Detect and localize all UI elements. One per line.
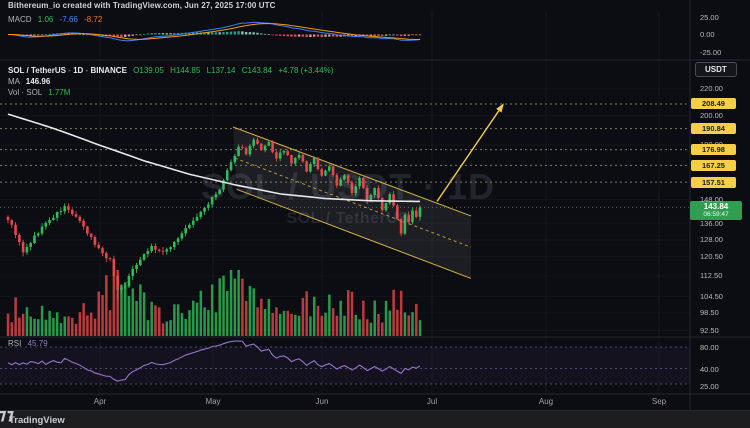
price-scale-label: 128.00 [700,235,723,245]
low-value: L137.14 [206,66,236,75]
macd-scale-label: -25.00 [700,47,722,57]
macd-scale-label: 25.00 [700,12,719,22]
volume-series [6,270,422,336]
separator: - [85,66,89,75]
macd-legend[interactable]: MACD 1.06 -7.66 -8.72 [8,15,102,24]
level-price-label: 176.98 [691,144,736,156]
timeframe: 1D [73,66,84,75]
tradingview-logo-icon [0,411,14,422]
currency-toggle-button[interactable]: USDT [695,62,737,77]
symbol-name: SOL / TetherUS [8,66,66,75]
high-value: H144.85 [170,66,201,75]
separator: - [68,66,71,75]
ma-legend[interactable]: MA 146.96 [8,77,50,86]
close-value: C143.84 [241,66,272,75]
price-scale-label: 148.00 [700,194,723,204]
macd-signal-value: -8.72 [84,15,103,24]
ma-label: MA [8,77,20,86]
macd-signal-line [7,23,421,41]
horizontal-level-lines [0,103,690,183]
price-scale-label: 200.00 [700,111,723,121]
rsi-label: RSI [8,339,22,348]
projection-arrow-annotation[interactable] [436,103,504,202]
time-axis[interactable]: Apr May Jun Jul Aug Sep [0,394,690,410]
descending-channel-annotation[interactable] [232,126,472,279]
volume-value: 1.77M [48,88,71,97]
candlestick-series [6,137,422,301]
ma-value: 146.96 [25,77,51,86]
macd-hist-value: 1.06 [37,15,54,24]
volume-legend[interactable]: Vol · SOL 1.77M [8,88,70,97]
rsi-scale-label: 80.00 [700,342,719,352]
price-scale-label: 104.50 [700,292,723,301]
bar-countdown: 06:59:47 [703,211,729,219]
tradingview-logo-text: TradingView [9,414,65,426]
attribution-text: Bithereum_io created with TradingView.co… [8,1,276,10]
price-scale-label: 98.50 [700,308,719,318]
level-price-label: 157.51 [691,176,736,188]
tradingview-logo[interactable]: TradingView [0,411,65,426]
macd-label: MACD [8,15,32,24]
macd-scale-label: 0.00 [700,30,715,39]
price-scale-label: 136.00 [700,218,723,228]
symbol-legend[interactable]: SOL / TetherUS - 1D - BINANCE O139.05 H1… [8,66,333,75]
price-scale-label: 112.50 [700,271,723,281]
exchange-name: BINANCE [90,66,127,75]
rsi-value: 45.79 [27,339,48,348]
ma-line [7,113,421,203]
volume-label: Vol · SOL [8,88,42,97]
chart-canvas[interactable] [0,0,750,410]
price-scale-label: 120.50 [700,252,723,262]
month-label-aug: Aug [538,397,554,406]
rsi-legend[interactable]: RSI 45.79 [8,339,48,348]
rsi-band [0,346,690,385]
month-label-may: May [205,397,221,406]
rsi-line [7,340,421,382]
last-price-label: 143.84 06:59:47 [690,201,742,221]
month-label-jun: Jun [315,397,329,406]
rsi-scale-label: 25.00 [700,381,719,391]
bottom-bar: TradingView [0,410,750,428]
macd-line [7,21,421,42]
last-price-value: 143.84 [703,202,729,212]
price-scale-label: 92.50 [700,326,719,335]
level-price-label: 190.84 [691,123,736,135]
level-price-label: 208.49 [691,98,736,110]
price-scale[interactable]: USDT 143.84 06:59:47 25.00 0.00 -25.00 220.… [690,0,750,410]
rsi-scale-label: 40.00 [700,365,719,374]
level-price-label: 167.25 [691,159,736,171]
macd-line-value: -7.66 [59,15,78,24]
open-value: O139.05 [133,66,164,75]
change-value: +4.78 (+3.44%) [278,66,334,75]
month-label-jul: Jul [426,397,438,406]
month-label-sep: Sep [651,397,667,406]
month-label-apr: Apr [93,397,107,406]
price-scale-label: 220.00 [700,84,723,94]
